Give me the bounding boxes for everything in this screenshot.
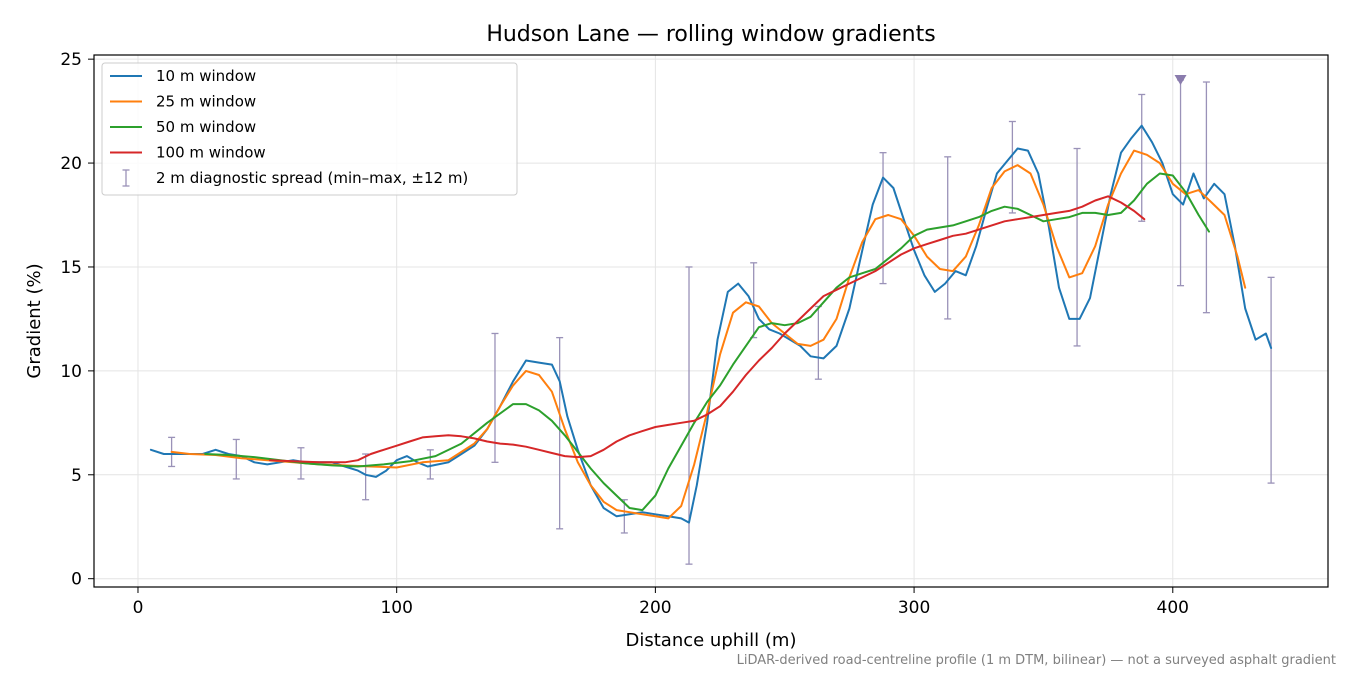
y-tick-label: 5 <box>71 466 82 486</box>
spread-bar <box>1073 147 1081 347</box>
spread-bar <box>1267 276 1275 484</box>
plot-frame <box>93 54 1329 588</box>
peak-marker <box>1174 74 1187 85</box>
y-axis-label: Gradient (%) <box>24 263 45 378</box>
chart-title: Hudson Lane — rolling window gradients <box>486 22 935 47</box>
spread-bar <box>685 266 693 565</box>
spread-bar <box>491 332 499 463</box>
legend: 10 m window 25 m window 50 m window 100 m w… <box>101 62 518 196</box>
spread-bar <box>556 336 564 530</box>
spread-bar <box>426 449 434 480</box>
x-tick-label: 100 <box>380 598 412 618</box>
y-tick-label: 10 <box>60 362 82 382</box>
x-tick-label: 400 <box>1157 598 1189 618</box>
y-tick-label: 15 <box>60 258 82 278</box>
legend-label: 10 m window <box>156 67 256 85</box>
legend-items: 10 m window 25 m window 50 m window 100 m w… <box>110 67 468 187</box>
legend-label: 50 m window <box>156 118 256 136</box>
legend-label: 100 m window <box>156 144 266 162</box>
series-line-4 <box>268 195 1146 464</box>
marker-layer <box>1174 74 1187 85</box>
legend-box <box>101 62 518 196</box>
y-axis-ticks: 0 5 10 15 20 25 <box>60 50 94 590</box>
y-tick-label: 25 <box>60 50 82 70</box>
grid <box>94 55 1328 587</box>
spread-bar <box>362 453 370 501</box>
footnote: LiDAR-derived road-centreline profile (1… <box>737 653 1336 668</box>
x-tick-label: 300 <box>898 598 930 618</box>
legend-label: 25 m window <box>156 93 256 111</box>
legend-label: 2 m diagnostic spread (min–max, ±12 m) <box>156 169 468 187</box>
spread-bar <box>1138 93 1146 222</box>
spread-bar <box>232 438 240 480</box>
series-line-3 <box>204 172 1210 512</box>
series-lines <box>149 124 1273 524</box>
legend-swatch-spread <box>122 169 130 187</box>
y-tick-label: 0 <box>71 570 82 590</box>
x-tick-label: 200 <box>639 598 671 618</box>
x-axis-ticks: 0 100 200 300 400 <box>133 587 1189 618</box>
x-axis-label: Distance uphill (m) <box>626 630 797 651</box>
x-tick-label: 0 <box>133 598 144 618</box>
y-tick-label: 20 <box>60 154 82 174</box>
series-line-1 <box>149 124 1273 524</box>
